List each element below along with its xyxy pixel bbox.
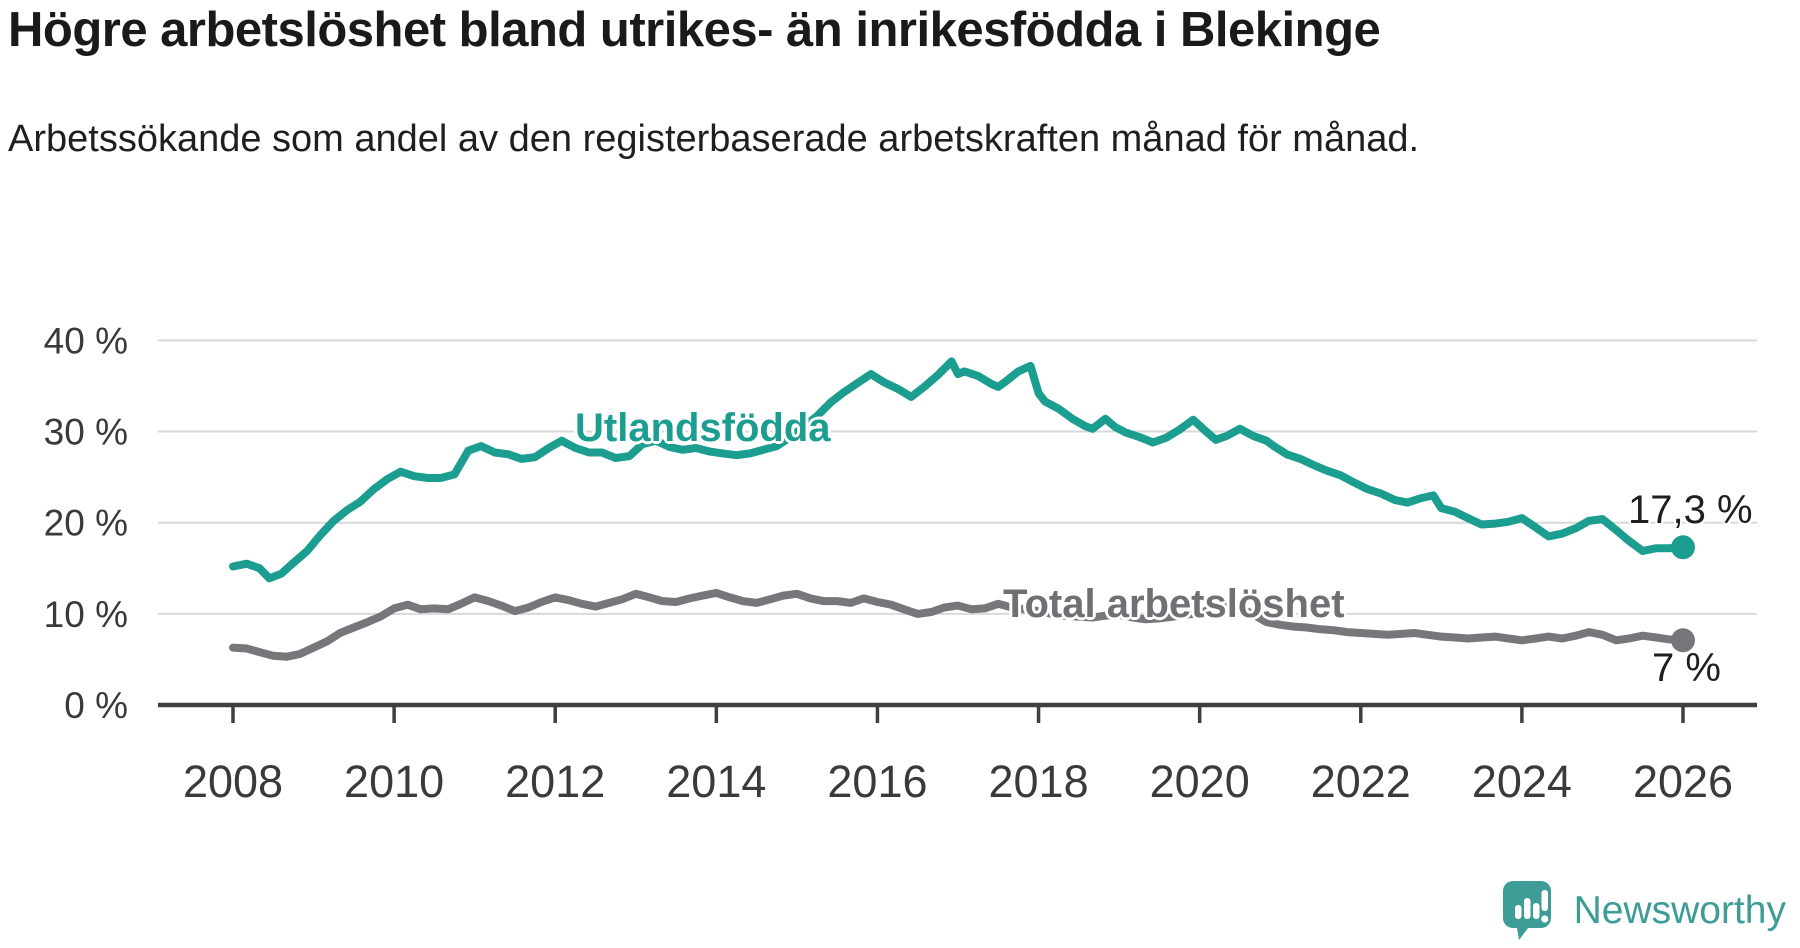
series-line-utlandsf-dda <box>229 357 1687 583</box>
series-label-utlandsfodda: Utlandsfödda <box>575 406 831 450</box>
x-tick-label: 2010 <box>344 756 444 807</box>
series-line-total-arbetsl-shet <box>229 588 1687 661</box>
x-tick-label: 2018 <box>989 756 1089 807</box>
x-tick-label: 2020 <box>1150 756 1250 807</box>
end-value-label-total: 7 % <box>1652 646 1721 690</box>
x-tick-label: 2016 <box>827 756 927 807</box>
x-tick-label: 2012 <box>505 756 605 807</box>
y-tick-label: 30 % <box>44 412 128 453</box>
newsworthy-logo-icon <box>1502 881 1551 940</box>
x-tick-label: 2026 <box>1633 756 1733 807</box>
line-chart: 0 % 10 % 20 % 30 % 40 % 2008 2010 2012 2014 2016 2… <box>44 320 1757 807</box>
x-tick-label: 2008 <box>183 756 283 807</box>
newsworthy-logo-text: Newsworthy <box>1573 888 1786 932</box>
newsworthy-logo: Newsworthy <box>1502 881 1786 940</box>
x-tick-label: 2022 <box>1311 756 1411 807</box>
series-endpoint-dot <box>1671 535 1696 560</box>
series-label-total-arbetsloshet: Total arbetslöshet <box>1003 582 1345 626</box>
series-endpoint-dot <box>1671 628 1696 653</box>
x-tick-label: 2014 <box>666 756 766 807</box>
page-subtitle: Arbetssökande som andel av den registerb… <box>8 118 1420 160</box>
y-tick-label: 20 % <box>44 503 128 544</box>
page-title: Högre arbetslöshet bland utrikes- än inr… <box>8 3 1381 57</box>
end-value-label-utlandsfodda: 17,3 % <box>1628 488 1753 532</box>
y-tick-label: 0 % <box>64 685 128 726</box>
y-tick-label: 10 % <box>44 594 128 635</box>
y-tick-label: 40 % <box>44 320 128 361</box>
x-tick-label: 2024 <box>1472 756 1572 807</box>
